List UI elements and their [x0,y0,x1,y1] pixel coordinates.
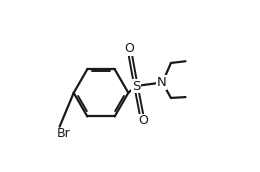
Text: N: N [157,76,166,89]
Text: S: S [132,79,140,93]
Text: O: O [138,115,148,127]
Text: Br: Br [57,127,70,140]
Text: O: O [124,42,134,55]
